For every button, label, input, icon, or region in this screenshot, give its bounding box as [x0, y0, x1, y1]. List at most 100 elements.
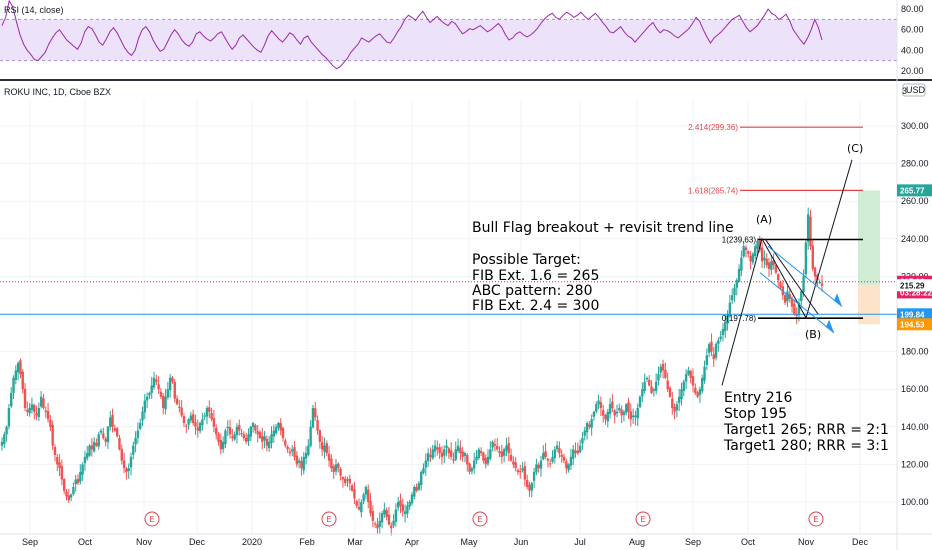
- candle-body: [472, 460, 476, 469]
- candle-body: [127, 468, 130, 472]
- price-tick-label: 100.00: [901, 497, 929, 507]
- candle-body: [417, 483, 421, 490]
- earnings-marker: [635, 511, 651, 527]
- candle-body: [295, 455, 299, 465]
- candle-body: [125, 468, 128, 472]
- candle-body: [558, 448, 561, 454]
- candle-body: [267, 441, 271, 449]
- candle-body: [14, 370, 18, 380]
- candle-body: [539, 460, 543, 469]
- rsi-title: RSI (14, close): [4, 5, 64, 15]
- rsi-tick-label: 60.00: [901, 25, 924, 35]
- candle-body: [654, 381, 658, 391]
- candle-body: [219, 440, 223, 450]
- candle-body: [631, 415, 635, 418]
- candle-body: [113, 428, 117, 431]
- candle-body: [413, 486, 416, 497]
- candle-body: [436, 447, 439, 450]
- candle-body: [337, 463, 340, 469]
- candle-body: [208, 407, 211, 412]
- time-axis[interactable]: Sep Oct Nov Dec 2020 Feb Mar Apr May Jun Jul Aug Sep…: [22, 537, 869, 547]
- candle-body: [81, 464, 84, 475]
- candle-body: [291, 449, 294, 452]
- candle-body: [240, 433, 243, 435]
- candle-body: [242, 434, 246, 439]
- candle-body: [258, 432, 262, 439]
- candle-body: [99, 430, 103, 433]
- candle-body: [300, 461, 303, 469]
- candle-body: [145, 396, 149, 401]
- candle-body: [279, 423, 282, 431]
- candle-body: [122, 460, 126, 469]
- candle-body: [387, 514, 391, 525]
- fib-level-label: 2.414(299.36): [688, 123, 738, 132]
- price-grid: [0, 100, 897, 533]
- candle-body: [813, 267, 817, 277]
- candle-body: [542, 453, 545, 460]
- candle-body: [608, 404, 612, 414]
- candle-body: [763, 257, 766, 261]
- candle-body: [574, 450, 577, 454]
- candle-body: [528, 485, 531, 491]
- candle-body: [394, 509, 398, 522]
- candle-body: [468, 463, 471, 472]
- candle-body: [677, 396, 681, 403]
- top-partial-tick: 3: [902, 86, 907, 96]
- candle-body: [578, 445, 582, 452]
- candle-body: [765, 259, 768, 266]
- candle-body: [339, 468, 342, 476]
- candle-body: [712, 354, 715, 360]
- candle-body: [463, 453, 467, 456]
- candle-body: [613, 410, 616, 416]
- candle-body: [461, 451, 464, 457]
- candle-body: [756, 240, 759, 249]
- price-axis[interactable]: 300.00280.00260.00240.00220.00200.00180.…: [896, 0, 929, 550]
- candle-body: [189, 415, 193, 421]
- fib-level-label: 0(197.78): [722, 314, 757, 323]
- candle-body: [555, 445, 559, 450]
- candle-body: [687, 370, 690, 375]
- candle-body: [360, 502, 363, 513]
- rsi-band: [0, 19, 897, 61]
- rsi-axis: 80.00 60.00 40.00 20.00: [901, 4, 924, 76]
- candle-body: [797, 302, 801, 316]
- candle-body: [10, 392, 13, 407]
- time-tick-label: Nov: [798, 537, 815, 547]
- currency-badge[interactable]: USD: [902, 83, 926, 97]
- candle-body: [618, 408, 621, 411]
- candle-body: [691, 376, 695, 386]
- candle-body: [806, 214, 810, 242]
- candle-body: [615, 411, 619, 414]
- trade-plan-annotation[interactable]: Entry 216 Stop 195 Target1 265; RRR = 2:…: [723, 390, 889, 454]
- abc-wave-line: [721, 159, 853, 386]
- candle-body: [136, 430, 140, 438]
- candle-body: [682, 381, 685, 391]
- candle-body: [129, 456, 133, 468]
- candle-body: [433, 445, 437, 452]
- time-tick-label: Dec: [852, 537, 869, 547]
- candle-body: [350, 485, 354, 491]
- candle-body: [786, 291, 789, 302]
- candle-body: [454, 449, 457, 460]
- earnings-marker-label: E: [640, 515, 645, 524]
- candle-body: [307, 445, 310, 455]
- trade-stop: Stop 195: [724, 406, 787, 422]
- candle-body: [191, 414, 195, 424]
- candle-body: [783, 295, 787, 303]
- analysis-annotation[interactable]: Bull Flag breakout + revisit trend line …: [472, 220, 734, 314]
- candle-body: [318, 430, 322, 442]
- candle-body: [46, 410, 50, 420]
- candle-body: [505, 445, 508, 451]
- candle-body: [0, 441, 4, 446]
- candle-body: [90, 445, 94, 450]
- pattern-drawings[interactable]: [721, 159, 853, 386]
- fib-extension[interactable]: 2.414(299.36) 1.618(265.74) 1(239.63) 0(197…: [688, 123, 863, 323]
- earnings-marker: [144, 511, 160, 527]
- candle-body: [263, 436, 266, 441]
- candle-body: [385, 510, 388, 518]
- candle-body: [705, 355, 709, 365]
- candle-body: [373, 523, 377, 525]
- candle-body: [143, 400, 147, 413]
- candle-body: [744, 247, 748, 251]
